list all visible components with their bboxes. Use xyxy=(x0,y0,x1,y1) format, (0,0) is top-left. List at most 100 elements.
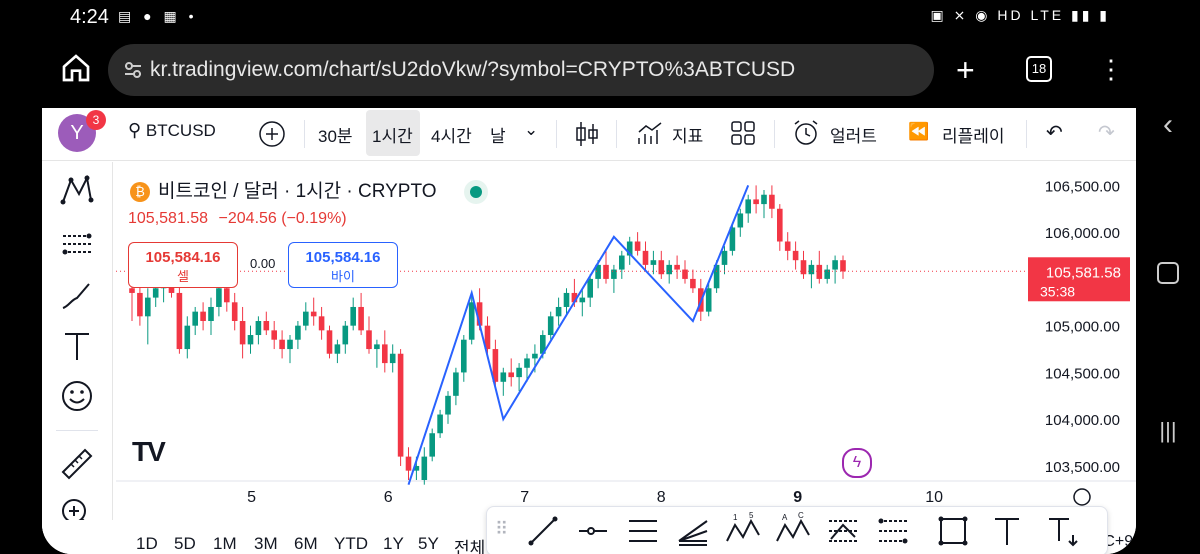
tab-count-button[interactable]: 18 xyxy=(1026,56,1052,82)
interval-4h[interactable]: 4시간 xyxy=(431,127,472,146)
interval-1d[interactable]: 날 xyxy=(490,127,506,146)
trend-line-icon[interactable] xyxy=(523,511,563,551)
candlestick-type-icon[interactable] xyxy=(574,120,600,148)
parallel-channel-icon[interactable] xyxy=(623,511,663,551)
url-field[interactable]: kr.tradingview.com/chart/sU2doVkw/?symbo… xyxy=(108,44,934,96)
candle-body xyxy=(658,260,665,275)
divider xyxy=(556,120,557,148)
compare-add-icon[interactable] xyxy=(258,120,286,148)
lightning-icon[interactable]: ϟ xyxy=(842,448,872,478)
pattern-tool-icon[interactable] xyxy=(57,170,97,210)
home-nav-icon[interactable] xyxy=(1136,262,1200,289)
candle-body xyxy=(239,321,246,345)
range-5d[interactable]: 5D xyxy=(174,534,196,553)
sell-button[interactable]: 105,584.16 셀 xyxy=(128,242,238,288)
buy-button[interactable]: 105,584.16 바이 xyxy=(288,242,398,288)
candle-body xyxy=(777,208,783,242)
ruler-icon[interactable] xyxy=(57,444,97,484)
alarm-clock-icon[interactable] xyxy=(792,118,822,148)
drag-handle-icon[interactable]: ⠿ xyxy=(495,519,509,539)
range-ytd[interactable]: YTD xyxy=(334,534,368,553)
bitcoin-icon: ₿ xyxy=(130,181,150,202)
status-time: 4:24 xyxy=(70,6,109,28)
candle-body xyxy=(318,316,325,331)
candle-body xyxy=(437,414,443,434)
candle-body xyxy=(405,456,412,471)
candle-body xyxy=(129,288,135,293)
candle-body xyxy=(279,339,285,350)
candle-body xyxy=(666,264,672,275)
candle-body xyxy=(626,241,633,256)
candle-body xyxy=(642,250,649,265)
divider xyxy=(304,120,305,148)
rectangle-icon[interactable] xyxy=(933,511,973,551)
text-tool-icon[interactable] xyxy=(57,326,97,366)
back-nav-icon[interactable]: ‹ xyxy=(1163,108,1173,141)
site-settings-icon[interactable] xyxy=(120,58,146,82)
candle-body xyxy=(713,264,720,289)
new-tab-button[interactable]: + xyxy=(956,52,975,88)
range-1y[interactable]: 1Y xyxy=(383,534,404,553)
candle-body xyxy=(389,353,396,364)
range-1d[interactable]: 1D xyxy=(136,534,158,553)
candle-body xyxy=(271,330,277,340)
market-status-icon[interactable] xyxy=(463,179,488,204)
candle-body xyxy=(753,199,759,205)
svg-text:5: 5 xyxy=(749,511,754,520)
brush-icon[interactable] xyxy=(57,276,97,316)
candle-body xyxy=(619,255,625,270)
candle-body xyxy=(310,311,317,317)
candle-body xyxy=(476,302,483,326)
candle-body xyxy=(729,227,736,251)
indicators-icon[interactable] xyxy=(636,120,664,148)
range-1m[interactable]: 1M xyxy=(213,534,237,553)
range-all[interactable]: 전체 xyxy=(454,539,486,554)
candle-body xyxy=(800,260,807,275)
candle-body xyxy=(208,306,214,321)
range-5y[interactable]: 5Y xyxy=(418,534,439,553)
fib-channel-icon[interactable] xyxy=(873,511,913,551)
tradingview-logo[interactable]: TV xyxy=(132,436,166,467)
candle-body xyxy=(784,241,791,251)
fib-retracement-icon[interactable] xyxy=(57,224,97,264)
alert-label[interactable]: 얼러트 xyxy=(830,127,877,146)
candle-body xyxy=(674,264,680,270)
search-icon: ⚲ xyxy=(128,120,142,140)
indicators-label[interactable]: 지표 xyxy=(672,127,704,146)
phone-screen: 4:24 ▤ ● ▦ • ▣ ⨯ ◉ HD LTE ▮▮ ▮ kr.tradin… xyxy=(42,0,1136,554)
anchored-text-icon[interactable] xyxy=(1043,511,1083,551)
price-chart[interactable]: 106,500.00 106,000.00 105,000.00 104,500.00… xyxy=(116,162,1136,554)
recents-nav-icon[interactable]: ||| xyxy=(1159,418,1177,443)
range-3m[interactable]: 3M xyxy=(254,534,278,553)
replay-icon[interactable]: ⏪ xyxy=(908,122,930,141)
browser-menu-icon[interactable]: ⋮ xyxy=(1098,54,1124,84)
candle-body xyxy=(761,194,767,205)
replay-label[interactable]: 리플레이 xyxy=(942,127,1005,146)
candle-body xyxy=(137,292,143,317)
candle-body xyxy=(500,372,507,382)
candle-body xyxy=(737,213,744,228)
price-axis-label: 105,000.00 xyxy=(1045,319,1120,336)
symbol-search-button[interactable]: ⚲ BTCUSD xyxy=(128,120,216,141)
fib-extension-icon[interactable] xyxy=(823,511,863,551)
chevron-down-icon[interactable]: ⌄ xyxy=(524,120,539,139)
emoji-icon[interactable] xyxy=(57,376,97,416)
buy-price: 105,584.16 xyxy=(305,249,381,266)
interval-1h[interactable]: 1시간 xyxy=(372,127,413,146)
url-text: kr.tradingview.com/chart/sU2doVkw/?symbo… xyxy=(150,58,796,81)
home-icon[interactable] xyxy=(60,52,92,84)
layouts-icon[interactable] xyxy=(730,120,756,146)
interval-30m[interactable]: 30분 xyxy=(318,127,353,146)
fib-fan-icon[interactable] xyxy=(673,511,713,551)
divider xyxy=(1026,120,1027,148)
browser-address-bar: kr.tradingview.com/chart/sU2doVkw/?symbo… xyxy=(42,34,1136,108)
text-icon[interactable] xyxy=(987,511,1027,551)
candle-body xyxy=(682,269,688,279)
candle-body xyxy=(184,325,191,350)
horizontal-ray-icon[interactable] xyxy=(573,511,613,551)
undo-icon[interactable]: ↶ xyxy=(1046,122,1063,144)
candle-body xyxy=(540,335,546,354)
range-6m[interactable]: 6M xyxy=(294,534,318,553)
